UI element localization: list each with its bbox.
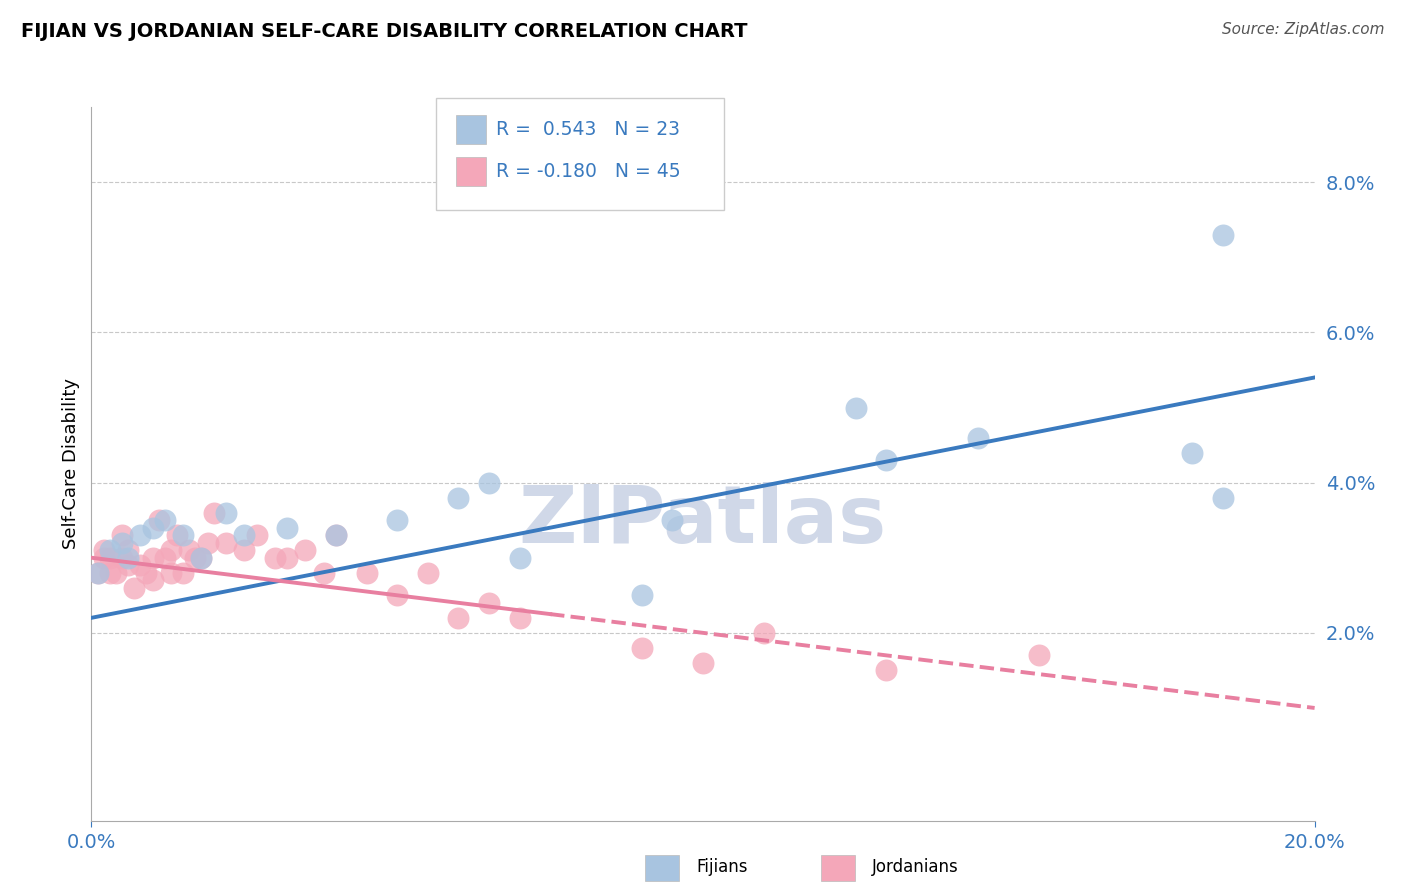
Point bbox=[160, 566, 183, 580]
Point bbox=[122, 581, 145, 595]
Point bbox=[447, 611, 470, 625]
Point bbox=[276, 521, 298, 535]
Point bbox=[1212, 227, 1234, 242]
Point bbox=[93, 550, 115, 565]
Point bbox=[215, 506, 238, 520]
Point bbox=[385, 513, 409, 527]
Point bbox=[197, 535, 219, 549]
Text: ZIPatlas: ZIPatlas bbox=[519, 482, 887, 560]
Point bbox=[160, 543, 183, 558]
Point bbox=[190, 550, 212, 565]
Point bbox=[631, 588, 654, 602]
Point bbox=[190, 550, 212, 565]
Point bbox=[875, 453, 898, 467]
Point bbox=[166, 528, 188, 542]
Point bbox=[104, 566, 127, 580]
Point bbox=[141, 550, 163, 565]
Point bbox=[111, 550, 134, 565]
Point bbox=[172, 566, 194, 580]
Text: Jordanians: Jordanians bbox=[872, 858, 959, 876]
Point bbox=[111, 535, 134, 549]
Point bbox=[184, 550, 207, 565]
Point bbox=[416, 566, 439, 580]
Point bbox=[967, 431, 990, 445]
Point bbox=[233, 528, 256, 542]
Point bbox=[86, 566, 108, 580]
Point bbox=[117, 543, 139, 558]
Point bbox=[845, 401, 868, 415]
Text: R =  0.543   N = 23: R = 0.543 N = 23 bbox=[496, 120, 681, 139]
Point bbox=[754, 625, 776, 640]
Y-axis label: Self-Care Disability: Self-Care Disability bbox=[62, 378, 80, 549]
Point bbox=[135, 566, 157, 580]
Point bbox=[276, 550, 298, 565]
Point bbox=[202, 506, 225, 520]
Point bbox=[478, 596, 501, 610]
Point bbox=[478, 475, 501, 490]
Point bbox=[98, 550, 121, 565]
Point bbox=[385, 588, 409, 602]
Point bbox=[356, 566, 378, 580]
Point bbox=[1181, 445, 1204, 459]
Point bbox=[117, 558, 139, 573]
Point bbox=[509, 611, 531, 625]
Point bbox=[509, 550, 531, 565]
Point bbox=[233, 543, 256, 558]
Point bbox=[312, 566, 335, 580]
Point bbox=[153, 550, 176, 565]
Point bbox=[325, 528, 347, 542]
Point bbox=[661, 513, 683, 527]
Point bbox=[1212, 491, 1234, 505]
Point bbox=[153, 513, 176, 527]
Point bbox=[294, 543, 316, 558]
Point bbox=[98, 543, 121, 558]
Point bbox=[172, 528, 194, 542]
Text: Source: ZipAtlas.com: Source: ZipAtlas.com bbox=[1222, 22, 1385, 37]
Point bbox=[1028, 648, 1050, 663]
Point bbox=[692, 656, 714, 670]
Point bbox=[631, 640, 654, 655]
Point bbox=[875, 664, 898, 678]
Point bbox=[129, 528, 152, 542]
Point bbox=[129, 558, 152, 573]
Point bbox=[141, 521, 163, 535]
Text: FIJIAN VS JORDANIAN SELF-CARE DISABILITY CORRELATION CHART: FIJIAN VS JORDANIAN SELF-CARE DISABILITY… bbox=[21, 22, 748, 41]
Point bbox=[447, 491, 470, 505]
Point bbox=[86, 566, 108, 580]
Point bbox=[264, 550, 287, 565]
Text: R = -0.180   N = 45: R = -0.180 N = 45 bbox=[496, 161, 681, 181]
Point bbox=[117, 550, 139, 565]
Point bbox=[215, 535, 238, 549]
Point bbox=[93, 543, 115, 558]
Point bbox=[141, 574, 163, 588]
Point bbox=[179, 543, 201, 558]
Point bbox=[245, 528, 267, 542]
Point bbox=[148, 513, 170, 527]
Point bbox=[325, 528, 347, 542]
Text: Fijians: Fijians bbox=[696, 858, 748, 876]
Point bbox=[111, 528, 134, 542]
Point bbox=[98, 566, 121, 580]
